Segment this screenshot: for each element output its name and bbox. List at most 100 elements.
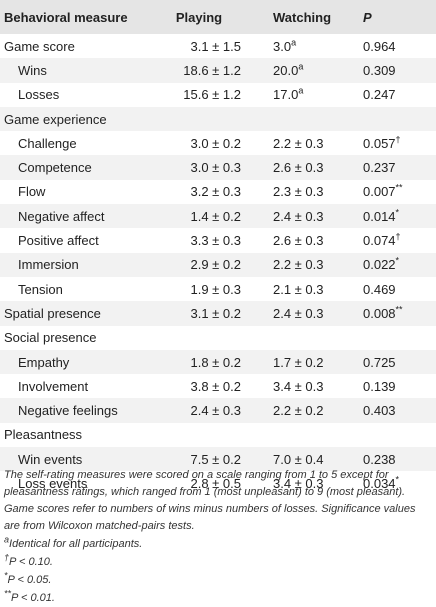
cell-playing: 15.6 ± 1.2 [183,87,241,103]
cell-playing: 3.3 ± 0.3 [190,233,241,249]
cell-playing: 3.2 ± 0.3 [190,184,241,200]
table-row: Positive affect 3.3 ± 0.3 2.6 ± 0.3 0.074† [0,228,436,253]
table-row: Flow 3.2 ± 0.3 2.3 ± 0.3 0.007** [0,179,436,205]
table-row: Empathy 1.8 ± 0.2 1.7 ± 0.2 0.725 [0,349,436,375]
cell-p-value: 0.008** [363,304,403,321]
cell-p-value: 0.139 [363,378,396,394]
cell-p-value: 0.007** [363,183,403,200]
table-row: Loss events 2.8 ± 0.5 3.4 ± 0.3 0.034* [0,471,436,496]
cell-playing: 1.4 ± 0.2 [190,208,241,224]
cell-p-value: 0.309 [363,62,396,78]
cell-watching [249,107,359,131]
row-label: Game experience [4,111,107,127]
cell-watching: 2.1 ± 0.3 [273,281,324,297]
table-row: Negative affect 1.4 ± 0.2 2.4 ± 0.3 0.014* [0,204,436,229]
table-row: Tension 1.9 ± 0.3 2.1 ± 0.3 0.469 [0,276,436,302]
cell-playing: 18.6 ± 1.2 [183,62,241,78]
footnote-a: aIdentical for all participants. [4,534,143,550]
row-label: Losses [18,87,60,103]
cell-p-value: 0.034* [363,474,400,491]
cell-playing: 3.0 ± 0.2 [190,135,241,151]
table-row: Game score 3.1 ± 1.5 3.0a 0.964 [0,34,436,59]
cell-watching: 2.6 ± 0.3 [273,160,324,176]
table-body: Game score 3.1 ± 1.5 3.0a 0.964 Wins 18.6 ± 1… [0,34,436,496]
footnote-double-star: **P < 0.01. [4,588,55,604]
cell-watching [249,326,359,350]
footnote-star: *P < 0.05. [4,570,52,586]
cell-p-value: 0.022* [363,255,400,273]
row-label: Empathy [18,354,70,370]
table-row: Involvement 3.8 ± 0.2 3.4 ± 0.3 0.139 [0,374,436,399]
table-footnotes: The self-rating measures were scored on … [4,467,430,607]
cell-watching: 1.7 ± 0.2 [273,354,324,370]
table-row: Competence 3.0 ± 0.3 2.6 ± 0.3 0.237 [0,155,436,180]
table-row: Losses 15.6 ± 1.2 17.0a 0.247 [0,82,436,107]
cell-watching: 20.0a [273,61,304,78]
cell-watching: 7.0 ± 0.4 [273,451,324,467]
cell-playing: 2.4 ± 0.3 [190,403,241,419]
cell-playing: 3.1 ± 1.5 [190,38,241,54]
row-label: Wins [18,62,47,78]
row-label: Negative affect [18,208,105,224]
row-label: Positive affect [18,233,99,249]
cell-playing: 7.5 ± 0.2 [190,451,241,467]
cell-p-value: 0.469 [363,281,396,297]
row-label: Social presence [4,330,97,346]
cell-watching: 2.3 ± 0.3 [273,184,324,200]
table-row: Challenge 3.0 ± 0.2 2.2 ± 0.3 0.057† [0,131,436,156]
cell-watching: 3.4 ± 0.3 [273,378,324,394]
cell-p-value: 0.964 [363,38,396,54]
table-header-row: Behavioral measure Playing Watching P [0,0,436,34]
row-label: Flow [18,184,46,200]
table-row: Wins 18.6 ± 1.2 20.0a 0.309 [0,58,436,83]
footnote-description: The self-rating measures were scored on … [4,469,416,532]
header-watching: Watching [273,9,332,25]
row-label: Tension [18,281,63,297]
cell-watching: 2.2 ± 0.2 [273,403,324,419]
cell-watching: 2.4 ± 0.3 [273,208,324,224]
row-label: Loss events [18,475,88,491]
table-row: Game experience [0,106,436,132]
header-measure: Behavioral measure [4,9,128,25]
table-row: Social presence [0,325,436,350]
cell-watching: 3.0a [273,37,297,54]
header-p-value: P [363,9,372,25]
cell-playing [149,423,249,447]
cell-p-value: 0.403 [363,403,396,419]
cell-p-value: 0.247 [363,87,396,103]
cell-p-value: 0.074† [363,231,401,249]
row-label: Spatial presence [4,305,101,321]
cell-playing [149,326,249,350]
table-row: Spatial presence 3.1 ± 0.2 2.4 ± 0.3 0.008*… [0,301,436,326]
row-label: Challenge [18,135,77,151]
cell-p-value: 0.057† [363,134,401,151]
header-playing: Playing [175,9,223,25]
cell-playing: 1.9 ± 0.3 [190,281,241,297]
row-label: Immersion [18,257,79,273]
results-table: Behavioral measure Playing Watching P Ga… [0,0,436,496]
row-label: Pleasantness [4,427,83,443]
table-row: Pleasantness [0,422,436,448]
cell-p-value: 0.237 [363,160,396,176]
cell-watching: 2.2 ± 0.3 [273,257,324,273]
cell-playing: 3.1 ± 0.2 [190,305,241,321]
cell-playing [149,107,249,131]
cell-p-value [359,107,436,131]
cell-p-value: 0.725 [363,354,396,370]
cell-watching: 2.2 ± 0.3 [273,135,324,151]
table-row: Immersion 2.9 ± 0.2 2.2 ± 0.3 0.022* [0,252,436,277]
table-row: Negative feelings 2.4 ± 0.3 2.2 ± 0.2 0.403 [0,398,436,423]
cell-playing: 1.8 ± 0.2 [190,354,241,370]
cell-playing: 3.0 ± 0.3 [190,160,241,176]
cell-playing: 2.9 ± 0.2 [190,257,241,273]
cell-p-value [359,423,436,447]
cell-watching: 2.6 ± 0.3 [273,233,324,249]
table-row: Win events 7.5 ± 0.2 7.0 ± 0.4 0.238 [0,447,436,472]
cell-playing: 3.8 ± 0.2 [190,378,241,394]
cell-watching: 3.4 ± 0.3 [273,475,324,491]
row-label: Involvement [18,378,89,394]
row-label: Win events [18,451,83,467]
footnote-dagger: †P < 0.10. [4,552,53,568]
cell-p-value: 0.238 [363,451,396,467]
